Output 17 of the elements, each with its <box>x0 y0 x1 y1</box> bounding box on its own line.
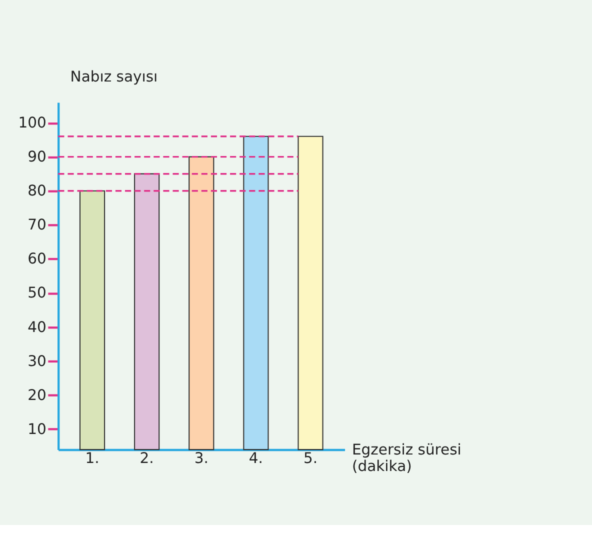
x-tick-label: 5. <box>303 450 318 468</box>
y-tick-label: 30 <box>28 352 46 370</box>
y-tick-label: 100 <box>18 114 46 132</box>
y-tick-label: 80 <box>28 182 46 200</box>
y-tick-label: 40 <box>28 318 46 336</box>
x-tick-label: 1. <box>85 450 100 468</box>
y-tick-label: 60 <box>28 250 46 268</box>
y-tick-label: 20 <box>28 386 46 404</box>
x-tick-label: 3. <box>194 450 208 468</box>
y-tick-label: 50 <box>28 284 46 302</box>
x-tick-label: 4. <box>248 450 263 468</box>
y-axis-title: Nabız sayısı <box>70 68 158 86</box>
x-tick-label: 2. <box>140 450 154 468</box>
y-tick-label: 90 <box>28 148 46 166</box>
y-tick-label: 70 <box>28 216 46 234</box>
x-axis-title: Egzersiz süresi (dakika) <box>352 441 462 475</box>
y-tick-label: 10 <box>28 420 46 438</box>
